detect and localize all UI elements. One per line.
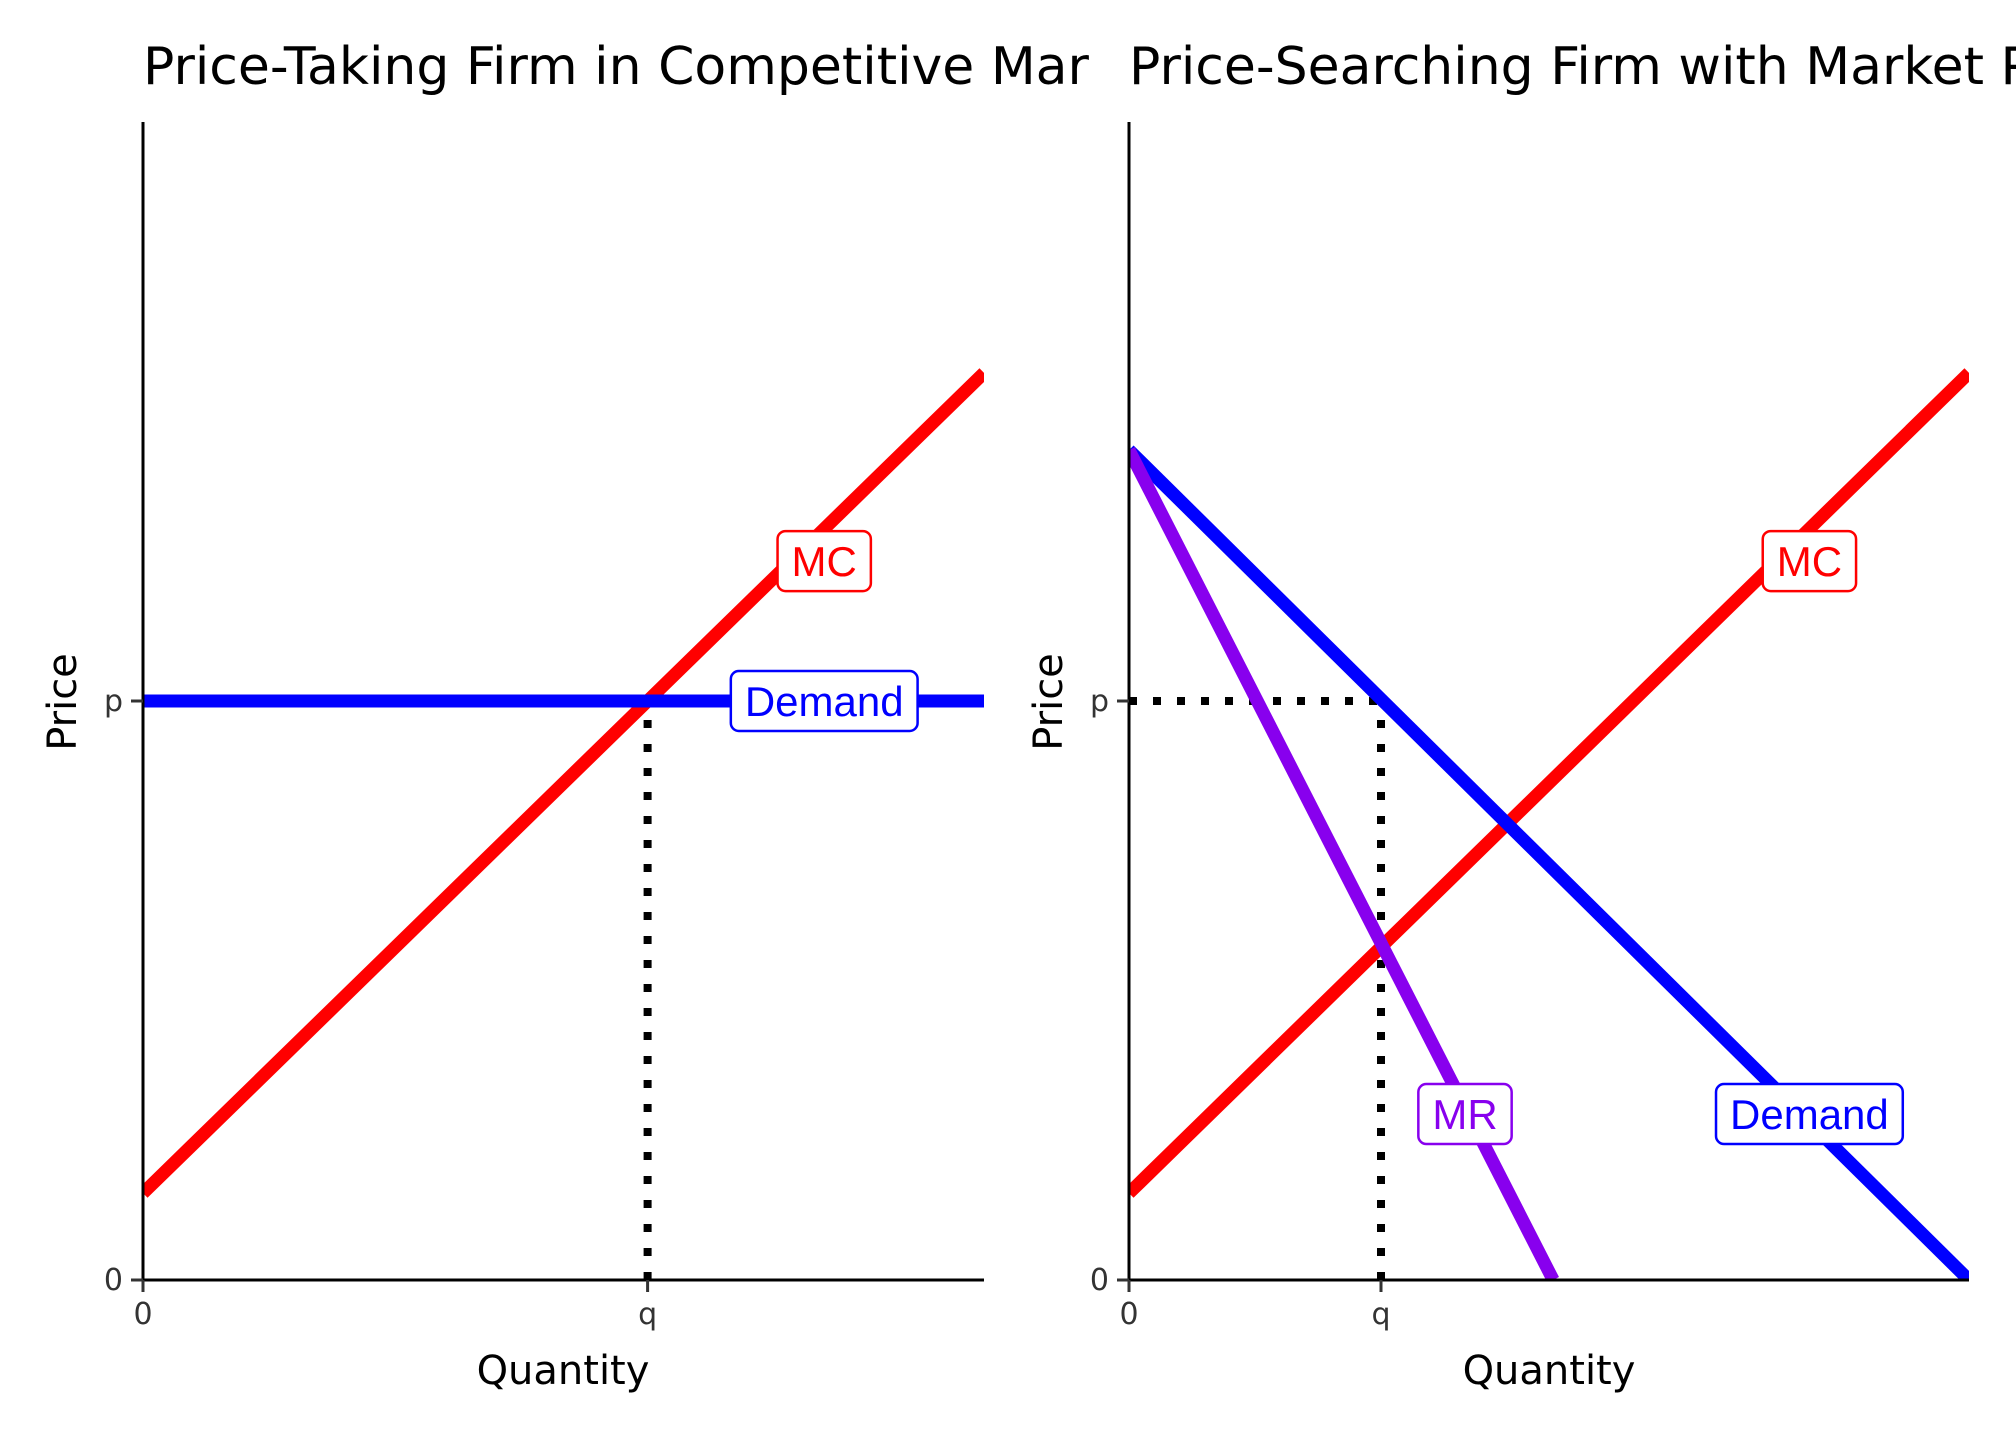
right-mr-label: MR [1417,1082,1513,1146]
left-plot-area: 0 q 0 p MC Demand [104,122,984,1332]
left-x-tick-label-1: q [638,1297,657,1332]
right-mr-label-text: MR [1432,1091,1497,1138]
right-demand-label-box [1714,1082,1905,1146]
left-panel: Price-Taking Firm in Competitive Mar Pri… [40,37,1090,1394]
right-y-tick-label-0: 0 [1090,1263,1109,1298]
right-panel: Price-Searching Firm with Market Pow Pri… [1026,37,2016,1394]
right-x-axis-title: Quantity [1463,1348,1636,1394]
right-x-tick-label-0: 0 [1119,1297,1138,1332]
left-y-tick-label-1: p [104,684,123,719]
left-mc-label-box [776,529,873,593]
left-mc-line [143,368,984,1198]
left-x-tick-label-0: 0 [133,1297,152,1332]
right-x-tick-label-1: q [1371,1297,1390,1332]
left-mc-label: MC [776,529,873,593]
right-plot-area: 0 q 0 p MC MR Demand [1090,122,1969,1332]
left-x-axis-title: Quantity [477,1348,650,1394]
left-demand-label: Demand [729,669,919,733]
left-demand-label-box [729,669,919,733]
right-mr-label-box [1417,1082,1513,1146]
right-mc-label-box [1761,529,1858,593]
right-y-axis-title: Price [1026,653,1072,751]
left-demand-label-text: Demand [745,678,904,725]
right-mr-line [1129,447,1559,1280]
right-mc-line [1129,368,1969,1198]
right-mc-label: MC [1761,529,1858,593]
right-panel-title: Price-Searching Firm with Market Pow [1129,37,2016,97]
left-y-tick-label-0: 0 [104,1263,123,1298]
right-y-tick-label-1: p [1090,684,1109,719]
left-y-axis-title: Price [40,653,86,751]
left-mc-label-text: MC [792,538,857,585]
right-demand-label-text: Demand [1730,1091,1889,1138]
right-mc-label-text: MC [1777,538,1842,585]
right-demand-label: Demand [1714,1082,1905,1146]
left-panel-title: Price-Taking Firm in Competitive Mar [143,37,1090,97]
